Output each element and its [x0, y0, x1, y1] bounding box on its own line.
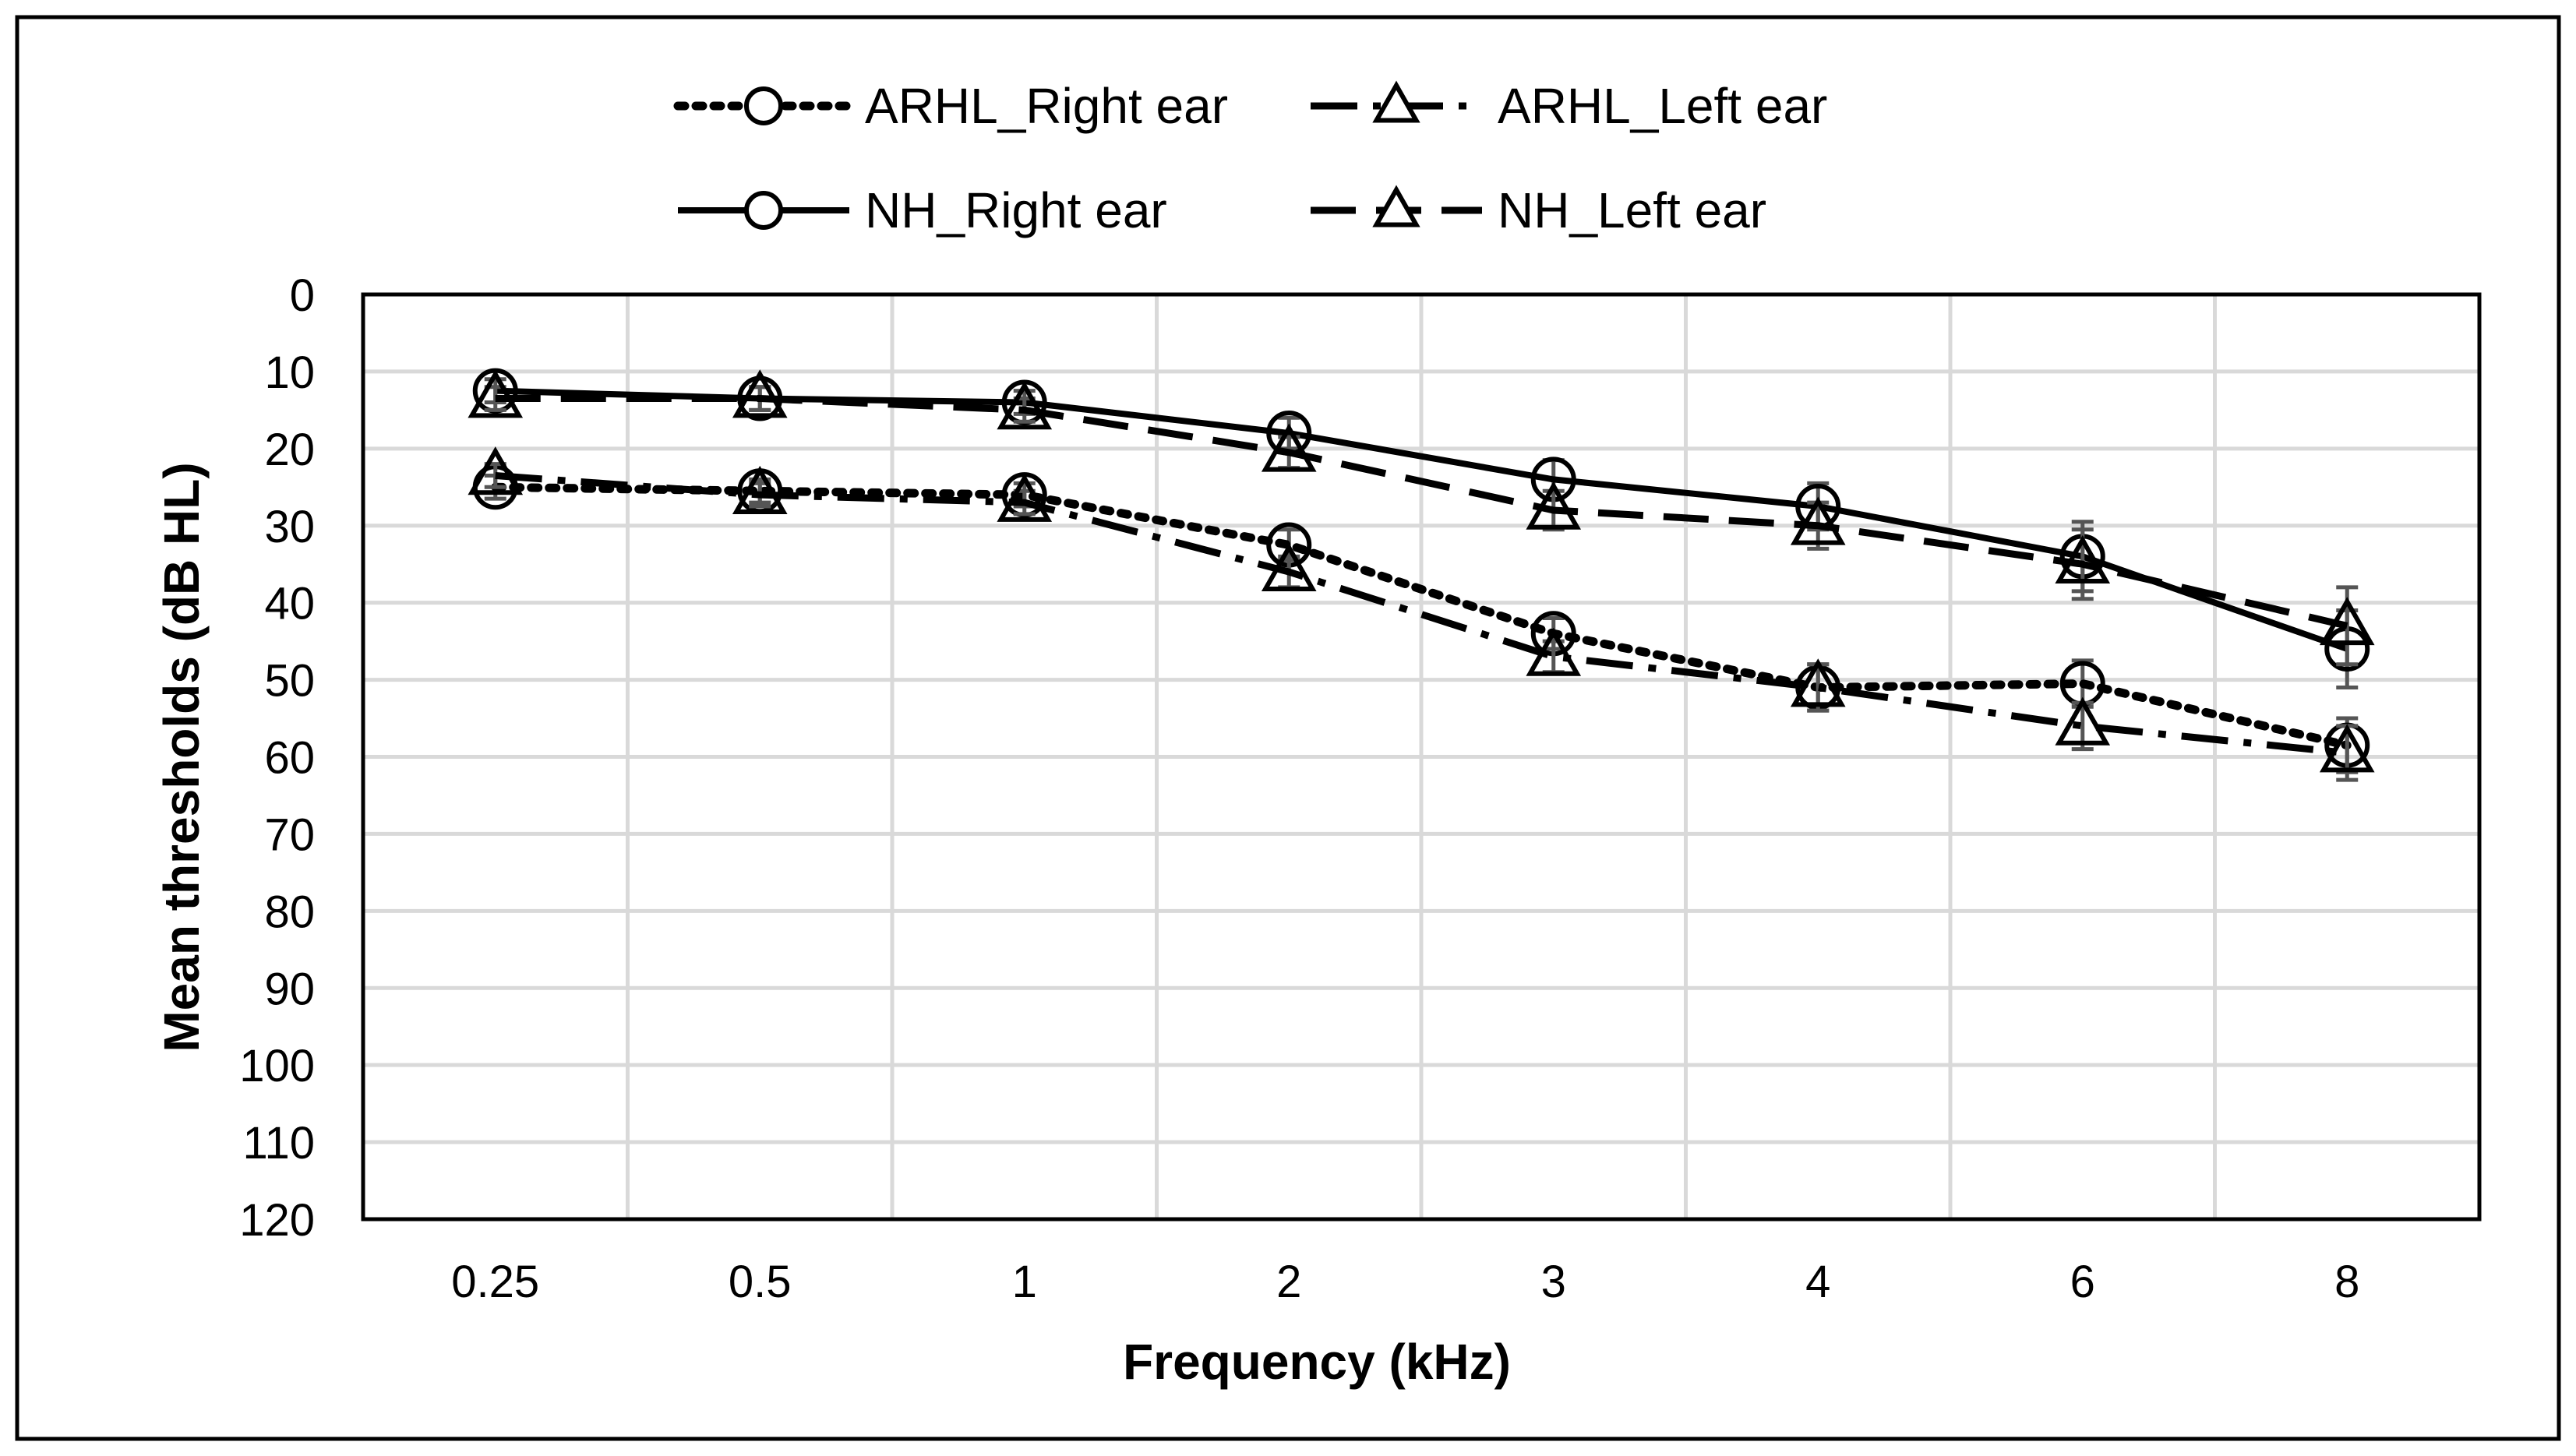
- data-point: [2055, 696, 2111, 746]
- y-tick-label: 80: [264, 887, 315, 937]
- series-1: [468, 446, 2375, 782]
- series-line: [495, 395, 2348, 629]
- x-tick-label: 2: [1276, 1257, 1301, 1307]
- legend-item-1: ARHL_Left ear: [1311, 78, 1827, 134]
- data-point: [2319, 724, 2375, 773]
- series-3: [468, 369, 2375, 667]
- y-tick-label: 60: [264, 733, 315, 784]
- y-tick-label: 100: [239, 1041, 315, 1091]
- data-point: [2055, 534, 2111, 584]
- y-axis-title: Mean thresholds (dB HL): [154, 462, 210, 1052]
- data-point: [468, 369, 524, 418]
- data-point: [1790, 658, 1846, 707]
- x-tick-label: 3: [1541, 1257, 1566, 1307]
- legend-item-0: ARHL_Right ear: [673, 78, 1228, 134]
- y-tick-label: 50: [264, 656, 315, 707]
- x-tick-label: 1: [1012, 1257, 1037, 1307]
- legend-item-2: NH_Right ear: [678, 182, 1167, 238]
- grid: [363, 294, 2479, 1219]
- plot-area-border: [361, 292, 2482, 1222]
- x-tick-label: 4: [1805, 1257, 1830, 1307]
- data-point: [1526, 627, 1582, 676]
- data-point: [1261, 542, 1317, 591]
- legend-marker: [1372, 80, 1420, 123]
- legend-marker: [1372, 185, 1420, 227]
- y-tick-label: 110: [243, 1118, 315, 1169]
- legend-label: ARHL_Left ear: [1498, 78, 1827, 134]
- legend: ARHL_Right ear ARHL_Left ear NH_Right ear N…: [673, 78, 1827, 238]
- x-axis-ticks: 0.25 0.5 1 2 3 4 6 8: [451, 1257, 2359, 1307]
- y-tick-label: 30: [264, 502, 315, 552]
- series-layer: [468, 368, 2375, 782]
- legend-marker: [744, 191, 783, 230]
- y-tick-label: 0: [290, 270, 315, 321]
- x-tick-label: 6: [2070, 1257, 2095, 1307]
- data-point: [468, 446, 524, 495]
- y-axis-ticks: 0 10 20 30 40 50 60 70 80 90 100 110 120: [239, 270, 315, 1246]
- data-point: [1526, 481, 1582, 530]
- data-point: [732, 465, 788, 515]
- series-line: [495, 387, 2348, 652]
- data-point: [1261, 423, 1317, 472]
- legend-label: NH_Right ear: [865, 182, 1167, 238]
- data-point: [2319, 597, 2375, 646]
- data-point: [997, 473, 1053, 522]
- legend-marker: [744, 86, 783, 125]
- data-point: [997, 381, 1053, 430]
- legend-label: ARHL_Right ear: [865, 78, 1228, 134]
- series-line: [491, 482, 2352, 750]
- x-tick-label: 8: [2334, 1257, 2359, 1307]
- x-tick-label: 0.5: [729, 1257, 792, 1307]
- legend-item-3: NH_Left ear: [1311, 182, 1766, 238]
- data-point: [1790, 496, 1846, 545]
- legend-label: NH_Left ear: [1498, 182, 1766, 238]
- chart-frame: [15, 15, 2561, 1441]
- series-line: [495, 471, 2348, 757]
- y-tick-label: 20: [264, 425, 315, 475]
- x-tick-label: 0.25: [451, 1257, 539, 1307]
- y-tick-label: 90: [264, 964, 315, 1014]
- y-tick-label: 70: [264, 809, 315, 860]
- y-tick-label: 120: [239, 1195, 315, 1246]
- y-tick-label: 40: [264, 579, 315, 629]
- x-axis-title: Frequency (kHz): [1123, 1334, 1511, 1390]
- y-tick-label: 10: [264, 347, 315, 398]
- data-point: [732, 369, 788, 418]
